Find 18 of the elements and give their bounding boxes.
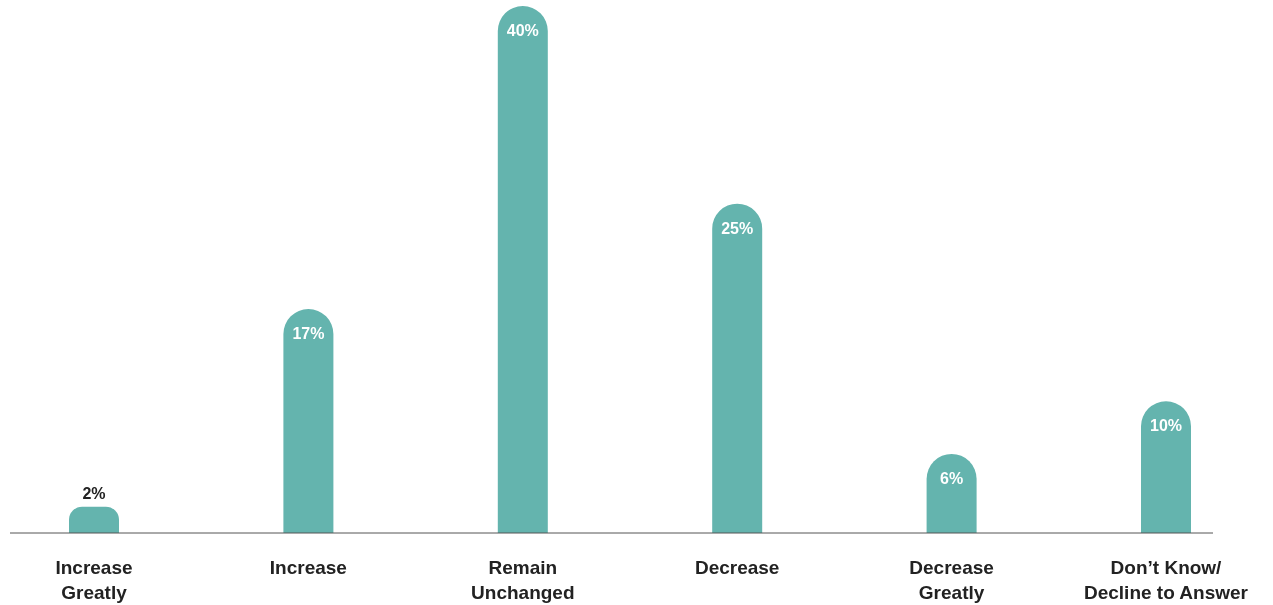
bar [1141,401,1191,533]
data-label: 10% [1149,417,1183,435]
bar [712,203,763,533]
x-tick-label: Increase Greatly [55,557,133,603]
data-label: 25% [721,219,754,237]
x-tick-label: Don’t Know/ Decline to Answer [1083,557,1249,603]
bar [283,309,334,533]
bar [69,506,119,533]
data-label: 6% [940,469,964,487]
x-tick-label: Remain Unchanged [471,557,575,603]
bar [497,6,548,533]
data-label: 40% [506,22,539,39]
x-tick-label: Increase [269,557,347,578]
data-label: 17% [292,325,325,343]
x-tick-label: Decrease Greatly [909,557,994,603]
x-tick-label: Decrease [694,557,780,578]
bar [926,453,977,533]
data-label: 2% [82,484,106,502]
